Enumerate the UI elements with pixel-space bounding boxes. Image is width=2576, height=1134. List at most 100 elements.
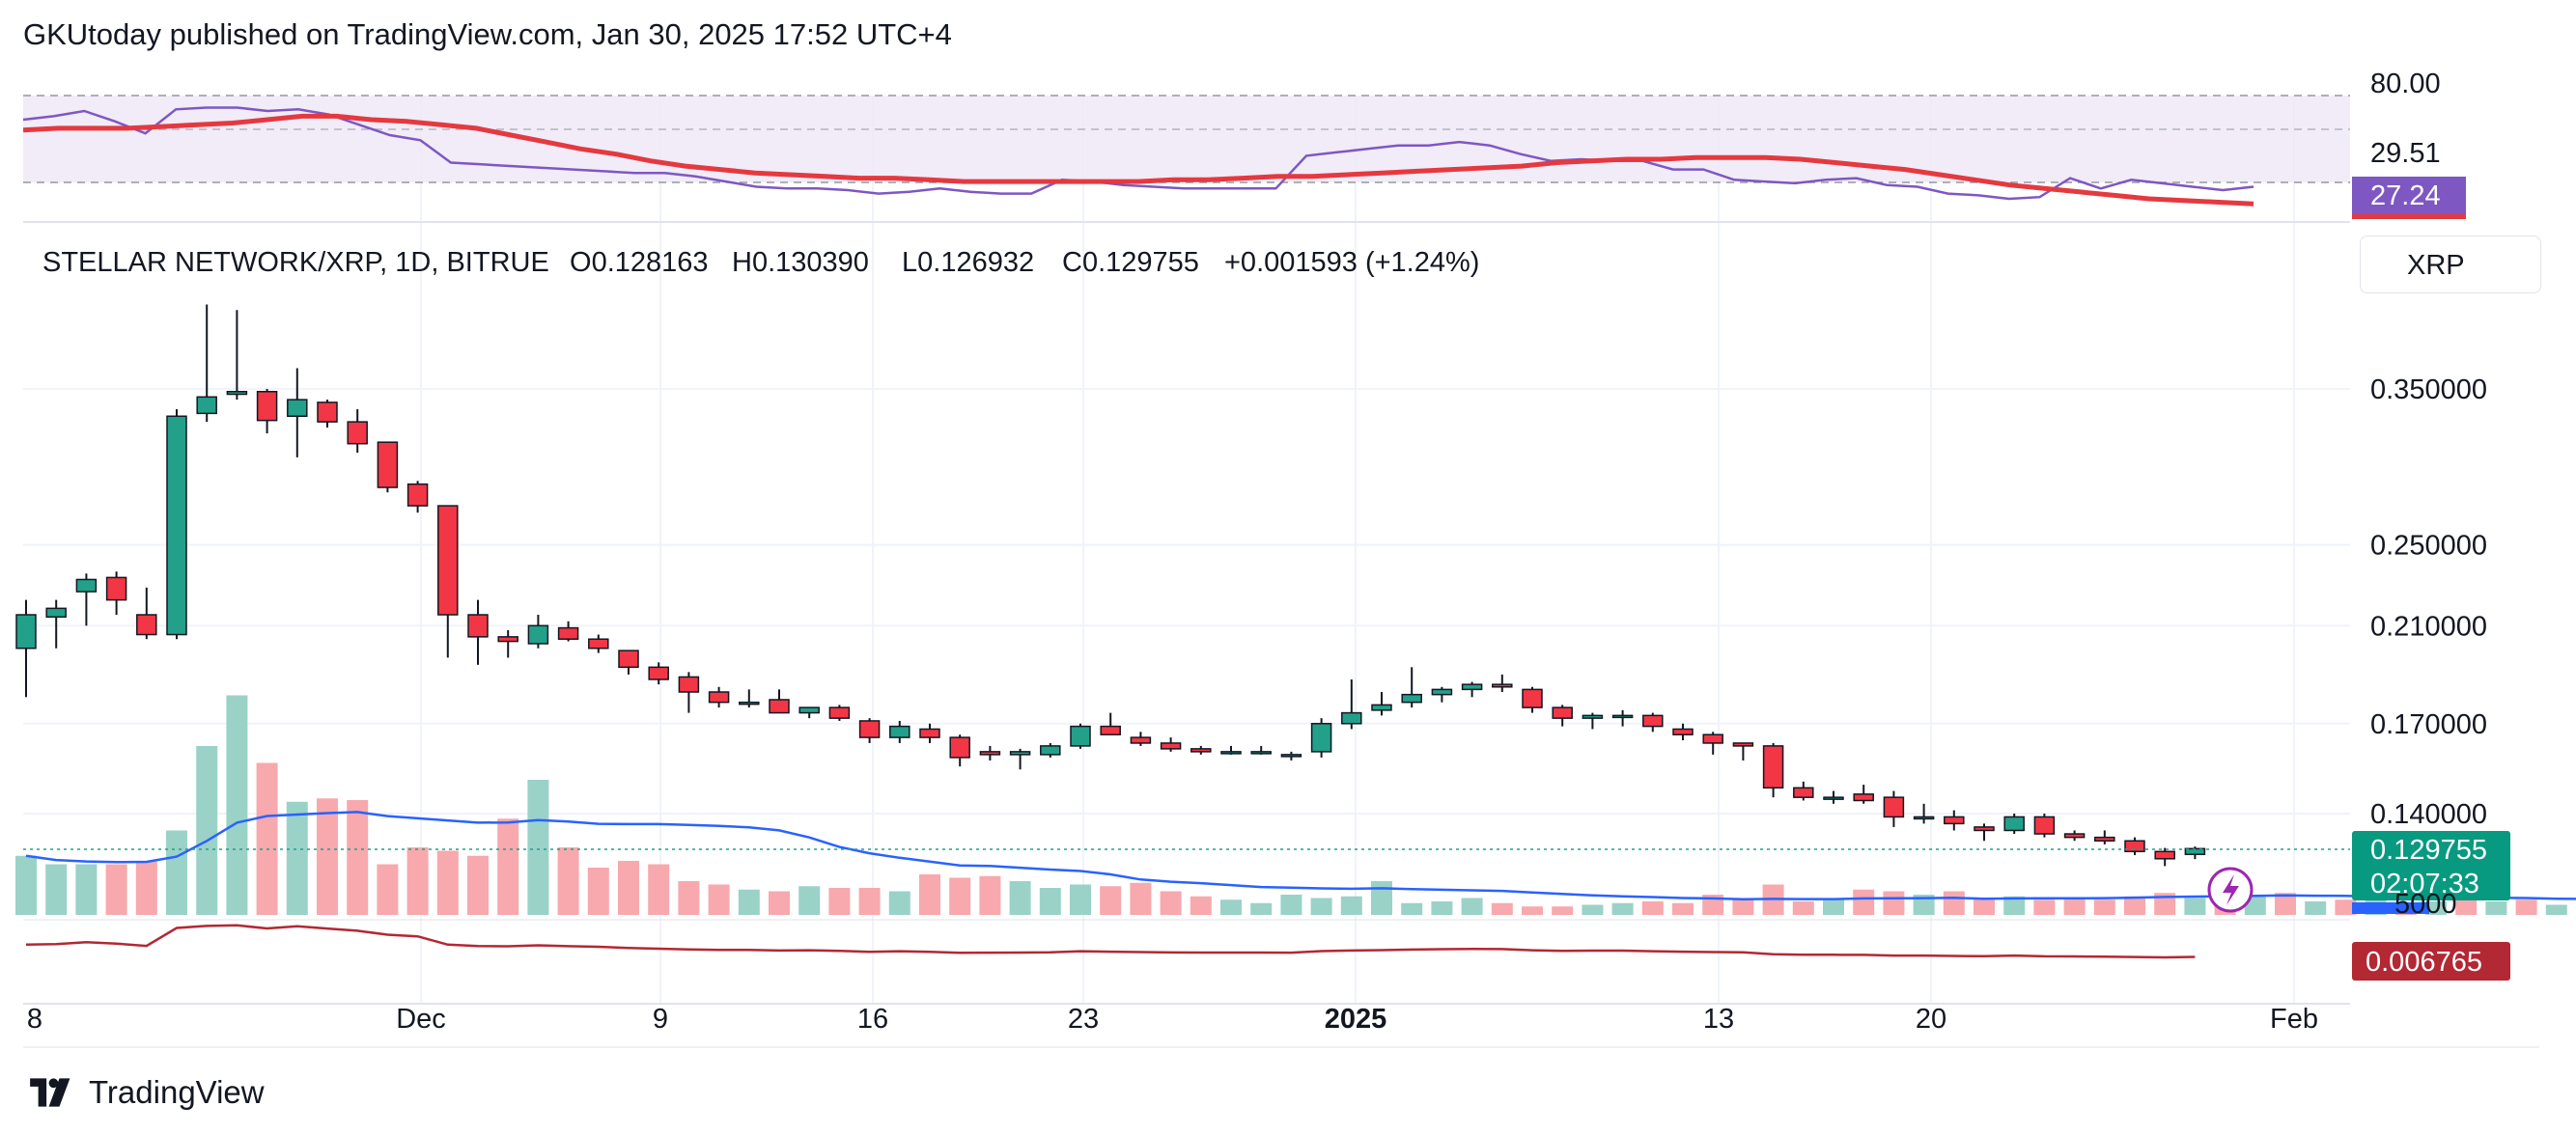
candle-body bbox=[618, 650, 639, 669]
candles bbox=[15, 304, 2206, 867]
candle-body bbox=[1250, 751, 1272, 755]
price-tick-0: 0.350000 bbox=[2370, 374, 2487, 405]
candle bbox=[1492, 674, 1513, 693]
candle-body bbox=[1853, 793, 1874, 802]
candle-body bbox=[317, 401, 338, 423]
high-value: 0.130390 bbox=[752, 247, 869, 278]
time-label-4: 23 bbox=[1068, 1004, 1099, 1035]
candle-body bbox=[226, 391, 248, 396]
candle bbox=[828, 705, 851, 721]
volume-bar bbox=[256, 762, 278, 915]
candle-body bbox=[1823, 796, 1844, 800]
candle bbox=[1853, 785, 1874, 804]
tradingview-logo-icon bbox=[30, 1078, 70, 1107]
candle bbox=[437, 505, 459, 658]
volume-bar bbox=[1039, 888, 1061, 915]
currency-button[interactable]: XRP bbox=[2360, 235, 2541, 293]
bottom-indicator-badge bbox=[2352, 942, 2510, 981]
candle-body bbox=[1611, 714, 1634, 719]
candle-body bbox=[527, 624, 549, 645]
volume-bar bbox=[2093, 899, 2115, 915]
candle-body bbox=[1461, 683, 1483, 691]
candle-body bbox=[1009, 751, 1031, 756]
low-label: L bbox=[902, 247, 917, 278]
candle-body bbox=[1642, 714, 1664, 728]
candle bbox=[406, 481, 429, 513]
candle-body bbox=[406, 483, 429, 507]
candle-body bbox=[2063, 833, 2086, 839]
candle bbox=[1160, 737, 1182, 752]
volume-bar bbox=[769, 891, 790, 915]
candle-body bbox=[105, 576, 127, 601]
candle-body bbox=[1310, 723, 1332, 753]
volume-bar bbox=[1582, 904, 1604, 915]
volume-bar bbox=[828, 888, 851, 915]
volume-badge bbox=[2352, 902, 2429, 914]
candle-body bbox=[1883, 796, 1905, 818]
price-tick-4: 0.140000 bbox=[2370, 799, 2487, 830]
candle-body bbox=[769, 699, 790, 714]
candle-body bbox=[2154, 850, 2175, 860]
volume-bar bbox=[45, 864, 68, 915]
rsi-current-value: 27.24 bbox=[2370, 180, 2441, 211]
candle bbox=[226, 310, 248, 401]
candle bbox=[1642, 712, 1664, 733]
candle bbox=[1070, 723, 1091, 749]
volume-bar bbox=[2545, 904, 2567, 915]
volume-bar bbox=[1732, 898, 1754, 915]
candle bbox=[2003, 814, 2025, 835]
candle bbox=[858, 718, 881, 743]
candle-body bbox=[1280, 754, 1302, 758]
volume-bar bbox=[467, 855, 489, 915]
volume-bar bbox=[979, 875, 1001, 915]
lightning-icon[interactable] bbox=[2207, 867, 2254, 913]
candle-body bbox=[136, 614, 157, 636]
rsi-ma-badge bbox=[2352, 214, 2466, 219]
rsi-ma-line bbox=[22, 113, 2254, 207]
volume-bar bbox=[1672, 902, 1694, 915]
volume-bar bbox=[135, 861, 157, 915]
candle bbox=[1944, 810, 1965, 831]
candle bbox=[1371, 692, 1392, 716]
candle-body bbox=[1582, 714, 1604, 719]
candle bbox=[588, 634, 609, 653]
tradingview-logo[interactable]: TradingView bbox=[23, 1073, 265, 1112]
candle bbox=[708, 686, 730, 708]
volume-bar bbox=[2455, 899, 2478, 915]
candle-body bbox=[467, 614, 489, 638]
countdown-value: 02:07:33 bbox=[2370, 869, 2479, 899]
volume-bar bbox=[858, 888, 881, 915]
volume-bar bbox=[406, 847, 429, 915]
candle-body bbox=[1492, 683, 1513, 688]
candle bbox=[1611, 709, 1634, 727]
candle-body bbox=[1702, 733, 1723, 744]
volume-bar bbox=[105, 864, 127, 915]
candle bbox=[557, 621, 579, 642]
candle bbox=[15, 599, 37, 698]
candle-body bbox=[739, 701, 760, 705]
candle-body bbox=[1762, 745, 1784, 789]
volume-axis-label: 5000 bbox=[2394, 889, 2457, 920]
candle bbox=[287, 368, 308, 457]
open-label: O bbox=[570, 247, 592, 278]
candle bbox=[769, 689, 790, 714]
last-price-badge bbox=[2352, 831, 2510, 900]
volume-bar bbox=[708, 884, 730, 915]
volume-bar bbox=[2275, 893, 2296, 915]
tradingview-logo-text: TradingView bbox=[89, 1074, 265, 1110]
volume-bar bbox=[2425, 901, 2447, 915]
volume-bar bbox=[2184, 898, 2206, 915]
volume-bar bbox=[317, 798, 338, 915]
candle-body bbox=[588, 638, 609, 650]
candle-body bbox=[15, 614, 37, 650]
volume-bar bbox=[949, 877, 971, 915]
volume-bar bbox=[1340, 896, 1362, 915]
time-label-0: 8 bbox=[27, 1004, 42, 1035]
candle bbox=[648, 662, 669, 685]
candle bbox=[739, 689, 760, 708]
volume-bar bbox=[648, 864, 670, 915]
price-tick-2: 0.210000 bbox=[2370, 611, 2487, 642]
candle bbox=[1974, 823, 1995, 842]
candle-body bbox=[1974, 826, 1995, 832]
